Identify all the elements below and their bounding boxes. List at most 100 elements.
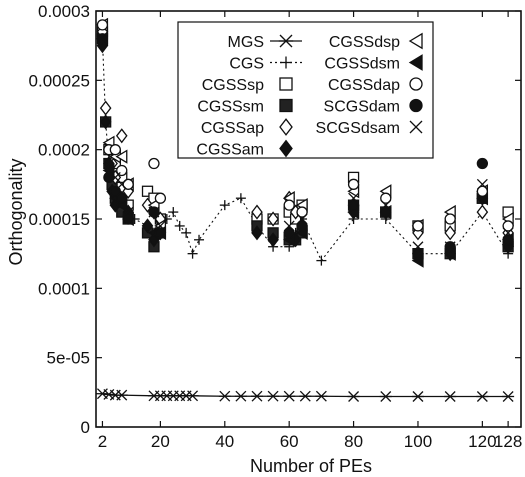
y-axis-ticks: 0 5e-05 0.0001 0.00015 0.0002 0.00025 0.0003 bbox=[29, 2, 521, 437]
data-point-scgsdam bbox=[412, 248, 424, 260]
y-tick-label: 0 bbox=[81, 418, 90, 437]
series-scgsdsam bbox=[96, 33, 514, 253]
series-mgs bbox=[96, 388, 515, 402]
y-tick-label: 0.0003 bbox=[38, 2, 90, 21]
data-point-mgs bbox=[299, 390, 312, 402]
legend-marker bbox=[279, 118, 293, 136]
data-point-cgssdap bbox=[96, 19, 109, 31]
y-tick-label: 0.00025 bbox=[29, 71, 90, 90]
data-point-cgs bbox=[187, 248, 198, 259]
data-point-cgs bbox=[181, 227, 192, 238]
data-point-scgsdam bbox=[116, 192, 128, 204]
data-point-scgsdsam bbox=[348, 192, 360, 204]
data-point-scgsdam bbox=[122, 213, 134, 225]
y-tick-label: 0.0002 bbox=[38, 141, 90, 160]
legend-marker bbox=[279, 77, 293, 91]
data-point-cgssdap bbox=[476, 185, 489, 197]
x-tick-label: 128 bbox=[494, 432, 522, 451]
data-point-mgs bbox=[411, 391, 424, 402]
data-point-mgs bbox=[347, 391, 360, 402]
legend-marker bbox=[409, 77, 423, 91]
data-point-cgssap bbox=[251, 204, 263, 220]
data-point-cgssam bbox=[251, 225, 263, 241]
legend-label: CGSSdap bbox=[328, 77, 400, 94]
legend-label: CGSSdsm bbox=[324, 56, 400, 73]
data-point-scgsdsam bbox=[502, 227, 514, 239]
x-tick-label: 80 bbox=[344, 432, 363, 451]
data-point-cgssdap bbox=[154, 192, 167, 204]
x-tick-label: 20 bbox=[151, 432, 170, 451]
legend-label: MGS bbox=[228, 34, 264, 51]
data-point-cgssdsp bbox=[115, 149, 128, 164]
data-point-mgs bbox=[218, 390, 231, 402]
data-point-cgssam bbox=[141, 218, 154, 234]
data-point-scgsdsam bbox=[283, 220, 295, 232]
legend: MGS CGS CGSSsp CGSSsm CGSSap CGSSam CGSSdsp CGS… bbox=[177, 21, 434, 159]
legend-marker bbox=[279, 139, 293, 158]
data-point-scgsdsam bbox=[444, 241, 456, 253]
y-tick-label: 5e-05 bbox=[47, 349, 90, 368]
data-point-scgsdsam bbox=[476, 178, 488, 190]
data-point-cgssdap bbox=[412, 220, 424, 232]
data-point-cgs bbox=[194, 234, 205, 245]
data-point-cgssdap bbox=[283, 199, 295, 211]
x-axis-label: Number of PEs bbox=[250, 456, 372, 476]
legend-label: SCGSdsam bbox=[316, 120, 400, 137]
x-tick-label: 40 bbox=[215, 432, 234, 451]
data-point-mgs bbox=[234, 390, 247, 402]
legend-label: CGSSap bbox=[201, 120, 264, 137]
data-point-cgssdap bbox=[148, 157, 160, 170]
data-point-scgsdam bbox=[103, 171, 115, 184]
data-point-cgsssp bbox=[141, 185, 154, 197]
series-marks bbox=[96, 17, 515, 402]
data-point-cgssdap bbox=[347, 178, 360, 190]
data-point-cgssam bbox=[99, 114, 112, 130]
data-point-mgs bbox=[502, 391, 515, 402]
data-point-cgssdap bbox=[502, 220, 514, 232]
data-point-cgssdap bbox=[380, 192, 392, 204]
data-point-cgssap bbox=[476, 204, 489, 220]
data-point-cgssap bbox=[115, 128, 128, 144]
series-cgssdap bbox=[96, 19, 514, 232]
data-point-cgssam bbox=[267, 232, 279, 248]
legend-marker bbox=[408, 54, 423, 71]
data-point-cgs bbox=[168, 207, 179, 218]
data-point-mgs bbox=[267, 390, 280, 402]
data-point-scgsdam bbox=[347, 199, 360, 211]
data-point-cgssdap bbox=[444, 213, 456, 225]
data-point-mgs bbox=[476, 391, 489, 402]
legend-marker bbox=[409, 98, 423, 113]
data-point-cgssdap bbox=[109, 144, 121, 156]
legend-marker bbox=[278, 34, 294, 48]
legend-label: CGS bbox=[229, 56, 264, 73]
data-point-cgs bbox=[235, 193, 246, 204]
data-point-scgsdsam bbox=[96, 33, 108, 45]
legend-label: CGSSsm bbox=[197, 99, 264, 116]
data-point-mgs bbox=[444, 391, 457, 402]
data-point-scgsdam bbox=[154, 227, 167, 239]
data-point-scgsdam bbox=[476, 157, 489, 170]
data-point-scgsdsam bbox=[412, 241, 424, 253]
data-point-cgssdap bbox=[122, 178, 134, 190]
data-point-scgsdsam bbox=[103, 158, 115, 169]
data-point-scgsdam bbox=[296, 220, 308, 232]
data-point-mgs bbox=[186, 390, 199, 402]
data-point-scgsdsam bbox=[296, 213, 308, 225]
data-point-mgs bbox=[379, 391, 392, 402]
data-point-mgs bbox=[250, 390, 263, 402]
data-point-scgsdsam bbox=[154, 220, 166, 232]
legend-label: CGSSam bbox=[196, 142, 264, 159]
x-tick-label: 60 bbox=[280, 432, 299, 451]
x-tick-label: 100 bbox=[404, 432, 432, 451]
data-point-cgs bbox=[219, 200, 230, 211]
data-point-cgssdap bbox=[296, 206, 308, 218]
legend-label: CGSSsp bbox=[202, 77, 264, 94]
legend-label: CGSSdsp bbox=[329, 34, 400, 51]
x-tick-label: 120 bbox=[468, 432, 496, 451]
data-point-scgsdsam bbox=[122, 206, 134, 218]
legend-box bbox=[177, 21, 434, 159]
data-point-cgs bbox=[316, 255, 327, 266]
data-point-scgsdsam bbox=[380, 199, 392, 211]
